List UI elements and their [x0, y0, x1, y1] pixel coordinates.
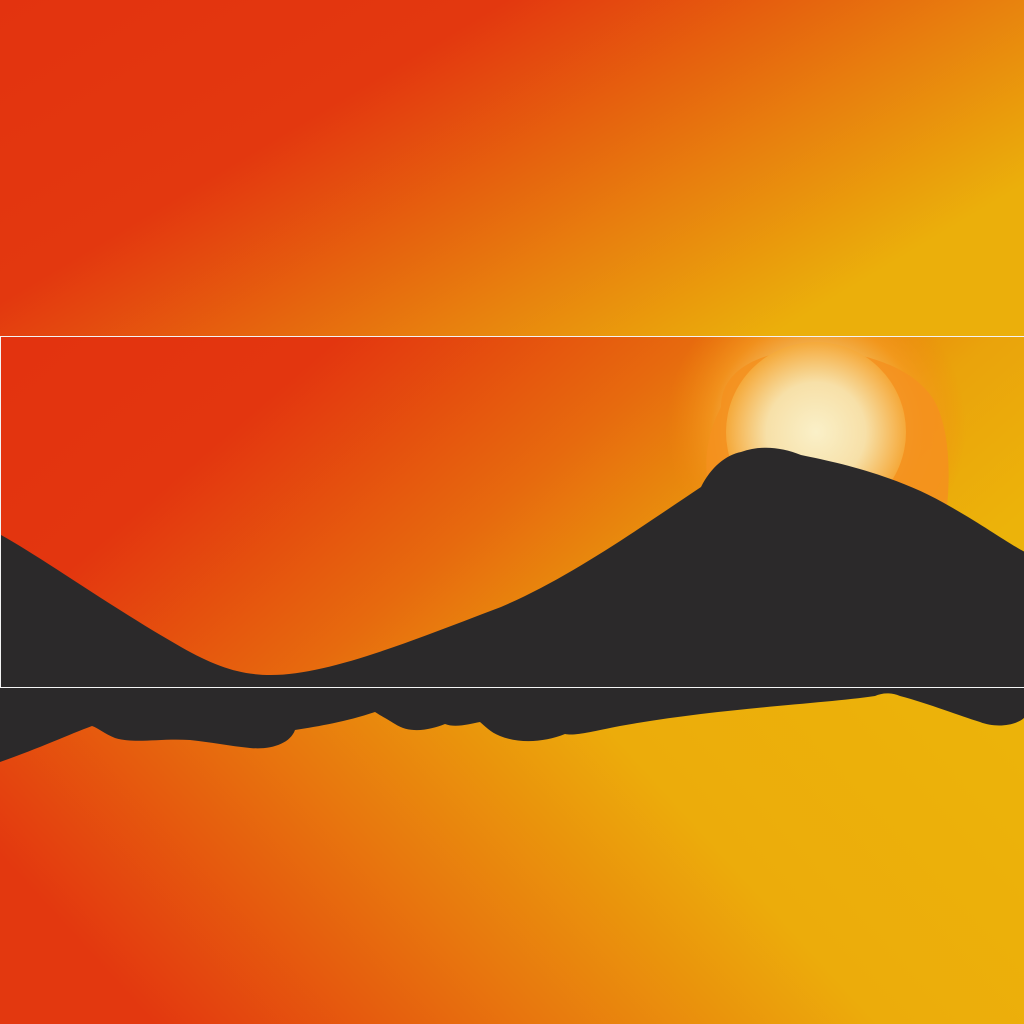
- sky-band-top: [0, 0, 1024, 336]
- sky-top-gradient: [0, 0, 1024, 336]
- mountain-reflection: [0, 688, 1024, 762]
- sky-top-svg: [0, 0, 1024, 336]
- sunset-svg: [1, 337, 1024, 687]
- reflection-band: [0, 688, 1024, 1024]
- sunset-band: [0, 336, 1024, 688]
- reflection-svg: [0, 688, 1024, 1024]
- mountain-silhouette: [1, 447, 1024, 687]
- water-gradient: [0, 688, 1024, 1024]
